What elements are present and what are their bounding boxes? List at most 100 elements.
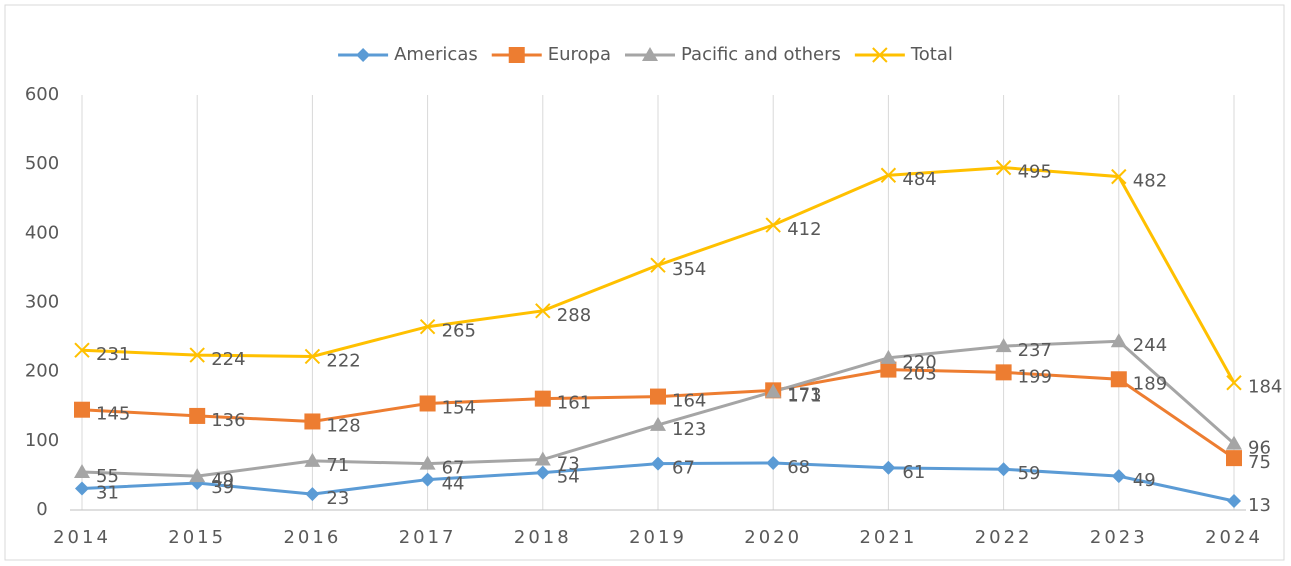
marker bbox=[508, 47, 525, 63]
marker bbox=[304, 348, 321, 365]
x-tick-label: 2020 bbox=[744, 527, 802, 548]
marker bbox=[995, 364, 1012, 381]
x-tick-label: 2021 bbox=[859, 527, 917, 548]
legend-label: Total bbox=[910, 44, 953, 65]
data-label: 495 bbox=[1018, 162, 1052, 183]
data-label: 203 bbox=[902, 364, 936, 385]
marker bbox=[1226, 435, 1242, 450]
marker bbox=[995, 159, 1012, 176]
y-tick-label: 200 bbox=[25, 361, 59, 382]
data-label: 23 bbox=[326, 488, 349, 509]
data-label: 73 bbox=[557, 454, 580, 475]
marker bbox=[535, 465, 550, 480]
marker bbox=[642, 47, 658, 61]
x-tick-label: 2017 bbox=[399, 527, 457, 548]
data-label: 482 bbox=[1133, 171, 1167, 192]
data-label: 123 bbox=[672, 419, 706, 440]
marker bbox=[1226, 450, 1242, 467]
y-tick-label: 100 bbox=[25, 430, 59, 451]
data-label: 199 bbox=[1018, 366, 1052, 387]
data-label: 222 bbox=[326, 350, 360, 371]
data-label: 96 bbox=[1248, 438, 1271, 459]
data-label: 44 bbox=[442, 474, 465, 495]
x-tick-label: 2019 bbox=[629, 527, 687, 548]
data-label: 145 bbox=[96, 404, 130, 425]
data-label: 136 bbox=[211, 410, 245, 431]
marker bbox=[765, 217, 781, 233]
data-label: 231 bbox=[96, 344, 130, 365]
data-label: 61 bbox=[902, 462, 925, 483]
data-label: 71 bbox=[326, 455, 349, 476]
marker bbox=[880, 349, 897, 364]
data-label: 412 bbox=[787, 219, 821, 240]
data-label: 55 bbox=[96, 466, 119, 487]
x-tick-label: 2022 bbox=[975, 527, 1033, 548]
y-tick-label: 600 bbox=[25, 84, 59, 105]
data-label: 67 bbox=[442, 458, 465, 479]
legend: Americas Europa Pacific and others Total bbox=[338, 44, 953, 65]
data-label: 224 bbox=[211, 349, 245, 370]
marker bbox=[305, 487, 320, 502]
y-tick-label: 0 bbox=[36, 499, 47, 520]
marker bbox=[75, 481, 89, 496]
marker bbox=[189, 347, 205, 363]
marker bbox=[1111, 168, 1127, 185]
data-label: 68 bbox=[787, 457, 810, 478]
marker bbox=[535, 303, 551, 319]
legend-label: Pacific and others bbox=[681, 44, 841, 65]
marker bbox=[189, 407, 206, 424]
legend-label: Americas bbox=[394, 44, 478, 65]
marker bbox=[995, 338, 1012, 353]
marker bbox=[1227, 494, 1241, 509]
marker bbox=[880, 167, 897, 183]
x-tick-label: 2014 bbox=[53, 527, 111, 548]
marker bbox=[420, 472, 435, 487]
marker bbox=[534, 390, 551, 407]
marker bbox=[996, 462, 1011, 477]
legend-label: Europa bbox=[548, 44, 611, 65]
marker bbox=[765, 383, 782, 398]
marker bbox=[880, 361, 897, 378]
y-tick-label: 300 bbox=[25, 292, 59, 313]
data-label: 161 bbox=[557, 393, 591, 414]
marker bbox=[74, 463, 90, 478]
data-label: 128 bbox=[326, 415, 360, 436]
x-tick-label: 2023 bbox=[1090, 527, 1148, 548]
marker bbox=[1111, 469, 1126, 484]
marker bbox=[881, 460, 896, 475]
y-tick-label: 500 bbox=[25, 153, 59, 174]
marker bbox=[1110, 333, 1127, 348]
data-label: 49 bbox=[211, 470, 234, 491]
chart-frame bbox=[4, 4, 1285, 561]
marker bbox=[74, 401, 90, 418]
marker bbox=[304, 413, 321, 430]
y-tick-label: 400 bbox=[25, 222, 59, 243]
marker bbox=[651, 456, 665, 471]
x-tick-label: 2018 bbox=[514, 527, 572, 548]
data-label: 184 bbox=[1248, 377, 1282, 398]
x-tick-label: 2015 bbox=[168, 527, 226, 548]
marker bbox=[766, 455, 781, 470]
data-label: 49 bbox=[1133, 470, 1156, 491]
data-label: 189 bbox=[1133, 373, 1167, 394]
marker bbox=[189, 468, 206, 483]
data-label: 59 bbox=[1018, 463, 1041, 484]
marker bbox=[1226, 375, 1242, 391]
data-label: 39 bbox=[211, 477, 234, 498]
data-label: 154 bbox=[442, 397, 476, 418]
data-label: 244 bbox=[1133, 335, 1167, 356]
data-label: 173 bbox=[787, 384, 821, 405]
data-label: 75 bbox=[1248, 452, 1271, 473]
marker bbox=[419, 395, 436, 412]
data-label: 54 bbox=[557, 467, 580, 488]
data-label: 13 bbox=[1248, 495, 1271, 516]
marker bbox=[356, 48, 371, 62]
data-label: 67 bbox=[672, 458, 695, 479]
marker bbox=[419, 319, 436, 335]
marker bbox=[650, 416, 666, 431]
marker bbox=[872, 47, 888, 63]
data-label: 484 bbox=[902, 169, 936, 190]
marker bbox=[650, 388, 666, 405]
